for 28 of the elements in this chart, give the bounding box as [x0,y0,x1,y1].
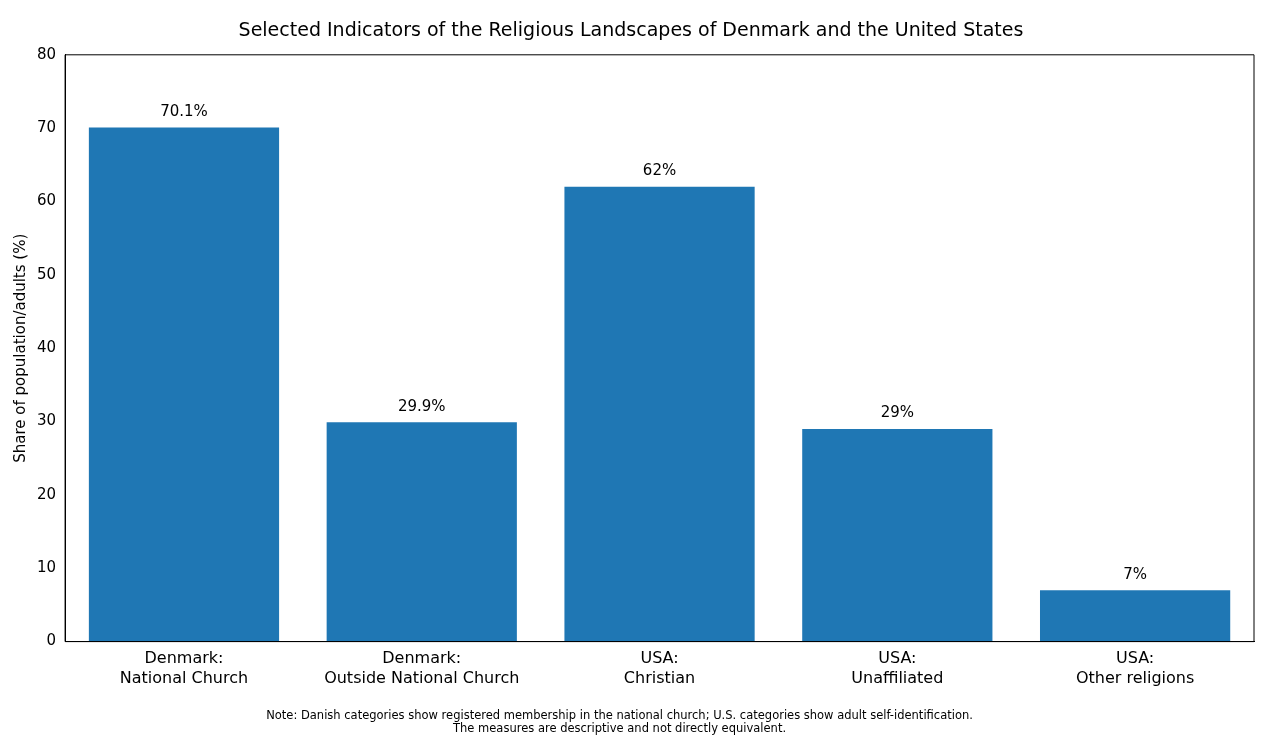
x-tick-label: USA: Other religions [1075,648,1195,687]
y-tick-label: 30 [36,411,57,430]
x-tick-label: USA: Christian [623,648,696,687]
y-tick-label: 10 [36,558,57,577]
x-tick-label: Denmark: National Church [119,648,249,687]
chart-title: Selected Indicators of the Religious Landscapes of Denmark and the United States [238,18,1024,41]
data-label: 29% [880,403,914,422]
bar [326,422,517,642]
y-tick-label: 50 [36,264,57,283]
x-tick-label: Denmark: Outside National Church [324,648,520,687]
data-label: 62% [642,161,677,180]
y-axis-title: Share of population/adults (%) [10,233,29,463]
y-tick-label: 60 [36,191,57,210]
data-label: 7% [1123,564,1148,583]
y-tick-label: 20 [36,484,57,503]
text: The measures are descriptive and not directly equivalent. [452,720,787,735]
bar [1040,590,1231,642]
data-label: 70.1% [160,101,208,120]
bar [802,428,993,642]
y-tick-label: 40 [36,338,57,357]
y-tick-label: 0 [46,631,57,650]
bar [564,186,755,642]
y-tick-label: 80 [36,44,57,63]
x-tick-label: USA: Unaffiliated [851,648,944,687]
bar [88,127,280,642]
data-label: 29.9% [397,396,446,415]
y-tick-label: 70 [36,118,57,137]
text: Note: Danish categories show registered membership in the national church; U.S. categories show adult self-identification. [266,707,973,722]
